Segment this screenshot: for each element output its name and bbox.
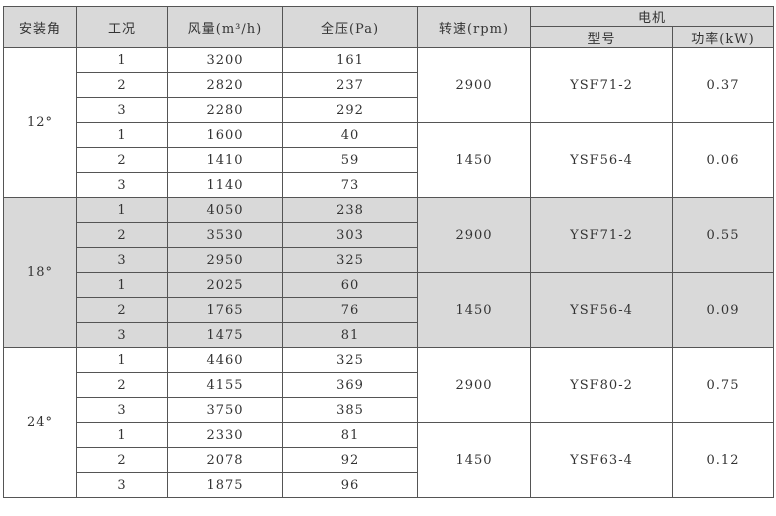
- fan-performance-table: 安装角 工况 风量(m³/h) 全压(Pa) 转速(rpm) 电机 型号 功率(…: [3, 6, 774, 498]
- header-airflow: 风量(m³/h): [167, 6, 283, 48]
- angle-cell: 18°: [3, 197, 77, 348]
- table-row: 3 1140 73: [4, 172, 774, 198]
- airflow-cell: 4155: [167, 372, 283, 398]
- model-cell: YSF71-2: [530, 197, 673, 273]
- pressure-cell: 292: [282, 97, 418, 123]
- power-cell: 0.37: [672, 47, 774, 123]
- header-angle: 安装角: [3, 6, 77, 48]
- speed-cell: 1450: [417, 422, 531, 498]
- pressure-cell: 237: [282, 72, 418, 98]
- airflow-cell: 1765: [167, 297, 283, 323]
- header-model: 型号: [530, 26, 673, 48]
- model-cell: YSF56-4: [530, 272, 673, 348]
- power-cell: 0.09: [672, 272, 774, 348]
- pressure-cell: 76: [282, 297, 418, 323]
- pressure-cell: 325: [282, 347, 418, 373]
- table-row: 18° 1 4050 238 2900 YSF71-2 0.55: [3, 197, 774, 348]
- airflow-cell: 3750: [167, 397, 283, 423]
- pressure-cell: 73: [282, 172, 418, 198]
- airflow-cell: 1875: [167, 472, 283, 498]
- airflow-cell: 4460: [167, 347, 283, 373]
- power-cell: 0.75: [672, 347, 774, 423]
- condition-cell: 3: [76, 172, 168, 198]
- airflow-cell: 2025: [167, 272, 283, 298]
- pressure-cell: 81: [282, 422, 418, 448]
- model-cell: YSF63-4: [530, 422, 673, 498]
- pressure-cell: 303: [282, 222, 418, 248]
- table-row: 2 2820 237: [4, 72, 774, 98]
- table-row: 24° 1 4460 325 2900 YSF80-2 0.75: [3, 347, 774, 498]
- pressure-cell: 96: [282, 472, 418, 498]
- header-motor: 电机: [530, 6, 774, 27]
- airflow-cell: 2078: [167, 447, 283, 473]
- pressure-cell: 60: [282, 272, 418, 298]
- condition-cell: 1: [76, 47, 168, 73]
- pressure-cell: 385: [282, 397, 418, 423]
- condition-cell: 2: [76, 147, 168, 173]
- pressure-cell: 161: [282, 47, 418, 73]
- airflow-cell: 1600: [167, 122, 283, 148]
- speed-cell: 1450: [417, 122, 531, 198]
- condition-cell: 3: [76, 97, 168, 123]
- angle-cell: 12°: [3, 47, 77, 198]
- condition-cell: 2: [76, 72, 168, 98]
- condition-cell: 2: [76, 222, 168, 248]
- table-row: 1 2025 60 1450 YSF56-4 0.09: [4, 272, 774, 348]
- speed-cell: 2900: [417, 347, 531, 423]
- pressure-cell: 59: [282, 147, 418, 173]
- airflow-cell: 2280: [167, 97, 283, 123]
- condition-cell: 1: [76, 122, 168, 148]
- power-cell: 0.55: [672, 197, 774, 273]
- pressure-cell: 40: [282, 122, 418, 148]
- power-cell: 0.12: [672, 422, 774, 498]
- header-power: 功率(kW): [672, 26, 774, 48]
- table-row: 2 4155 369: [4, 372, 774, 398]
- speed-cell: 2900: [417, 197, 531, 273]
- table-row: 2 3530 303: [4, 222, 774, 248]
- airflow-cell: 2950: [167, 247, 283, 273]
- pressure-cell: 81: [282, 322, 418, 348]
- speed-cell: 1450: [417, 272, 531, 348]
- pressure-cell: 325: [282, 247, 418, 273]
- table-row: 3 1475 81: [4, 322, 774, 348]
- condition-cell: 3: [76, 397, 168, 423]
- airflow-cell: 3200: [167, 47, 283, 73]
- header-speed: 转速(rpm): [417, 6, 531, 48]
- table-row: 1 1600 40 1450 YSF56-4 0.06: [4, 122, 774, 198]
- airflow-cell: 2820: [167, 72, 283, 98]
- airflow-cell: 1410: [167, 147, 283, 173]
- airflow-cell: 3530: [167, 222, 283, 248]
- condition-cell: 2: [76, 372, 168, 398]
- airflow-cell: 2330: [167, 422, 283, 448]
- pressure-cell: 238: [282, 197, 418, 223]
- condition-cell: 1: [76, 422, 168, 448]
- table-row: 3 1875 96: [4, 472, 774, 498]
- airflow-cell: 1140: [167, 172, 283, 198]
- airflow-cell: 1475: [167, 322, 283, 348]
- condition-cell: 3: [76, 247, 168, 273]
- table-row: 2 2078 92: [4, 447, 774, 473]
- power-cell: 0.06: [672, 122, 774, 198]
- model-cell: YSF71-2: [530, 47, 673, 123]
- table-row: 12° 1 3200 161 2900 YSF71-2 0.37: [3, 47, 774, 198]
- airflow-cell: 4050: [167, 197, 283, 223]
- condition-cell: 2: [76, 447, 168, 473]
- condition-cell: 1: [76, 272, 168, 298]
- condition-cell: 3: [76, 322, 168, 348]
- model-cell: YSF80-2: [530, 347, 673, 423]
- pressure-cell: 92: [282, 447, 418, 473]
- header-pressure: 全压(Pa): [282, 6, 418, 48]
- angle-cell: 24°: [3, 347, 77, 498]
- table-row: 1 2330 81 1450 YSF63-4 0.12: [4, 422, 774, 498]
- pressure-cell: 369: [282, 372, 418, 398]
- model-cell: YSF56-4: [530, 122, 673, 198]
- condition-cell: 1: [76, 347, 168, 373]
- condition-cell: 2: [76, 297, 168, 323]
- condition-cell: 1: [76, 197, 168, 223]
- header-condition: 工况: [76, 6, 168, 48]
- table-row: 3 2950 325: [4, 247, 774, 273]
- condition-cell: 3: [76, 472, 168, 498]
- speed-cell: 2900: [417, 47, 531, 123]
